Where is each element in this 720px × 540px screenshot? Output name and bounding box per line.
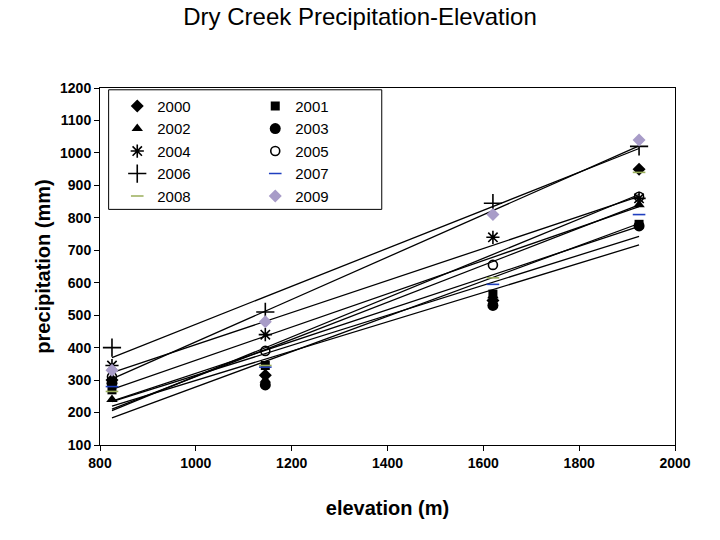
svg-text:100: 100 — [68, 437, 92, 453]
svg-text:2007: 2007 — [295, 165, 328, 182]
svg-text:1400: 1400 — [372, 455, 403, 471]
svg-text:300: 300 — [68, 372, 92, 388]
svg-text:1200: 1200 — [60, 80, 91, 96]
svg-text:2006: 2006 — [157, 165, 190, 182]
svg-text:2009: 2009 — [295, 188, 328, 205]
svg-text:elevation (m): elevation (m) — [326, 497, 449, 519]
svg-text:800: 800 — [88, 455, 112, 471]
svg-text:2000: 2000 — [157, 98, 190, 115]
svg-text:2008: 2008 — [157, 188, 190, 205]
svg-text:2004: 2004 — [157, 143, 190, 160]
svg-text:1600: 1600 — [468, 455, 499, 471]
svg-text:2003: 2003 — [295, 120, 328, 137]
svg-text:1000: 1000 — [60, 145, 91, 161]
svg-text:500: 500 — [68, 307, 92, 323]
svg-text:200: 200 — [68, 404, 92, 420]
svg-text:1000: 1000 — [180, 455, 211, 471]
svg-text:800: 800 — [68, 210, 92, 226]
svg-text:2000: 2000 — [659, 455, 690, 471]
svg-text:1100: 1100 — [61, 112, 92, 128]
svg-text:400: 400 — [68, 340, 92, 356]
svg-text:2005: 2005 — [295, 143, 328, 160]
svg-text:700: 700 — [68, 242, 92, 258]
svg-text:600: 600 — [68, 275, 92, 291]
svg-text:precipitation (mm): precipitation (mm) — [32, 179, 54, 353]
svg-text:2001: 2001 — [295, 98, 328, 115]
svg-text:1200: 1200 — [276, 455, 307, 471]
svg-text:900: 900 — [68, 177, 92, 193]
svg-text:1800: 1800 — [564, 455, 595, 471]
svg-text:2002: 2002 — [157, 120, 190, 137]
svg-text:Dry Creek Precipitation-Elevat: Dry Creek Precipitation-Elevation — [183, 3, 536, 30]
